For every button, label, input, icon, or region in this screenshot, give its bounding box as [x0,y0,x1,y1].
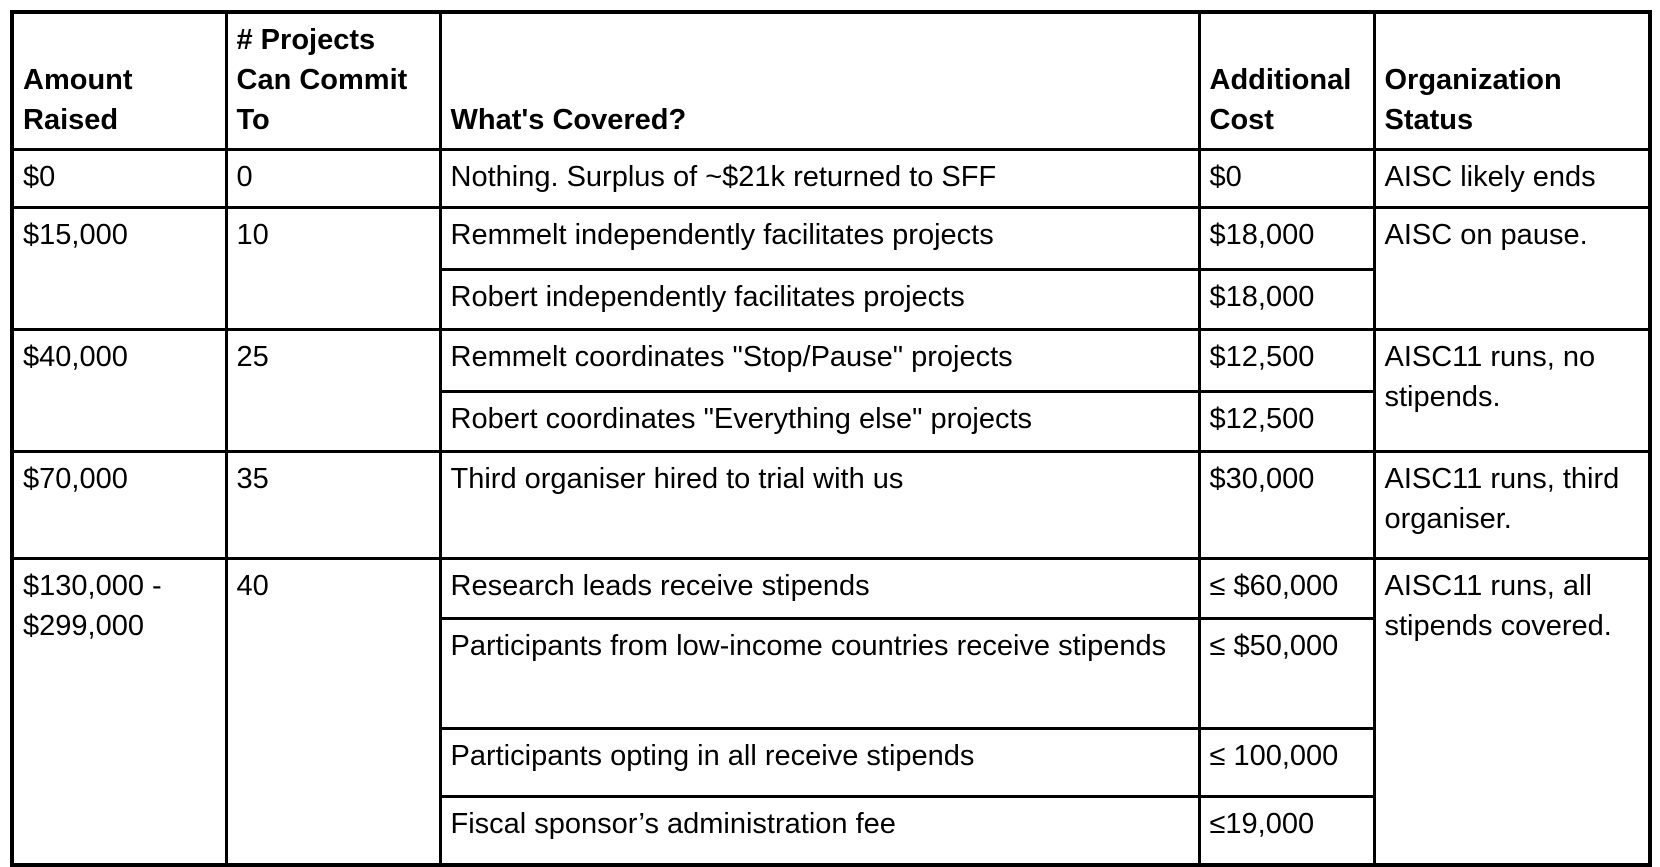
amount-cell: $130,000 - $299,000 [10,557,228,867]
amount-cell: $70,000 [10,450,228,561]
cost-cell: $18,000 [1197,206,1376,272]
table-row: $40,000 25 Remmelt coordinates "Stop/Pau… [10,328,1652,454]
covered-cell: Remmelt coordinates "Stop/Pause" project… [438,328,1201,394]
covered-cell: Robert independently facilitates project… [438,268,1201,332]
covered-cell: Research leads receive stipends [438,557,1201,621]
covered-cell: Fiscal sponsor’s administration fee [438,795,1201,867]
covered-cell: Participants opting in all receive stipe… [438,727,1201,799]
projects-cell: 10 [224,206,442,332]
status-cell: AISC11 runs, no stipends. [1372,328,1652,454]
cost-cell: $12,500 [1197,328,1376,394]
header-additional-cost: Additional Cost [1197,10,1376,152]
document-page: Amount Raised # Projects Can Commit To W… [10,10,1652,867]
projects-cell: 0 [224,148,442,210]
header-amount-raised: Amount Raised [10,10,228,152]
cost-cell: ≤ $50,000 [1197,617,1376,731]
table-row: $70,000 35 Third organiser hired to tria… [10,450,1652,561]
cost-cell: $18,000 [1197,268,1376,332]
amount-cell: $15,000 [10,206,228,332]
cost-cell: ≤ 100,000 [1197,727,1376,799]
table-row: Robert coordinates "Everything else" pro… [12,390,1650,454]
projects-cell: 35 [224,450,442,561]
amount-cell: $40,000 [10,328,228,454]
cost-cell: $30,000 [1197,450,1376,561]
table-row: $15,000 10 Remmelt independently facilit… [10,206,1652,332]
covered-cell: Remmelt independently facilitates projec… [438,206,1201,272]
status-cell: AISC11 runs, all stipends covered. [1372,557,1652,867]
covered-cell: Nothing. Surplus of ~$21k returned to SF… [438,148,1201,210]
table-row: Robert independently facilitates project… [12,268,1650,332]
covered-cell: Robert coordinates "Everything else" pro… [438,390,1201,454]
table-row: $0 0 Nothing. Surplus of ~$21k returned … [10,148,1652,210]
covered-cell: Participants from low-income countries r… [438,617,1201,731]
funding-scenarios-table: Amount Raised # Projects Can Commit To W… [10,10,1652,867]
amount-cell: $0 [10,148,228,210]
cost-cell: ≤ $60,000 [1197,557,1376,621]
status-cell: AISC on pause. [1372,206,1652,332]
status-cell: AISC likely ends [1372,148,1652,210]
projects-cell: 25 [224,328,442,454]
header-whats-covered: What's Covered? [438,10,1201,152]
header-projects-commit: # Projects Can Commit To [224,10,442,152]
status-cell: AISC11 runs, third organiser. [1372,450,1652,561]
cost-cell: $12,500 [1197,390,1376,454]
table-row: Participants opting in all receive stipe… [12,727,1650,799]
table-row: Participants from low-income countries r… [12,617,1650,731]
cost-cell: ≤19,000 [1197,795,1376,867]
header-organization-status: Organization Status [1372,10,1652,152]
projects-cell: 40 [224,557,442,867]
header-row: Amount Raised # Projects Can Commit To W… [10,10,1652,152]
table-row: $130,000 - $299,000 40 Research leads re… [10,557,1652,867]
cost-cell: $0 [1197,148,1376,210]
covered-cell: Third organiser hired to trial with us [438,450,1201,561]
